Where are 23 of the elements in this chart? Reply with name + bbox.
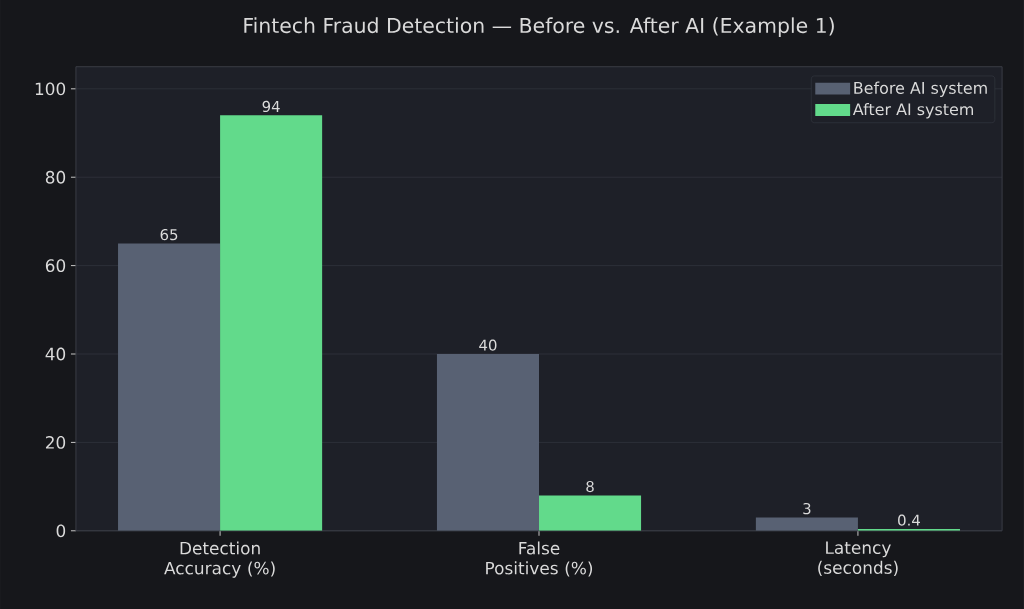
- legend-label: Before AI system: [854, 81, 987, 97]
- y-tick-label: 100: [35, 82, 66, 95]
- bar: [539, 495, 642, 531]
- data-label: 40: [479, 339, 497, 351]
- data-label: 8: [586, 480, 594, 492]
- chart-title: Fintech Fraud Detection — Before vs. After AI (Example 1): [244, 17, 834, 37]
- bar: [755, 517, 858, 531]
- data-label: 65: [160, 228, 178, 241]
- legend-label: After AI system: [852, 102, 973, 119]
- x-tick-label: Detection Accuracy (%): [164, 541, 275, 578]
- y-tick-label: 20: [45, 435, 66, 449]
- y-tick-label: 40: [45, 347, 66, 361]
- data-label: 94: [262, 100, 280, 112]
- bar: [118, 243, 221, 531]
- bar: [220, 115, 323, 531]
- y-tick-label: 0: [56, 524, 66, 537]
- data-label: 3: [803, 502, 811, 515]
- data-label: 0.4: [898, 514, 920, 526]
- y-tick-label: 80: [45, 170, 66, 184]
- x-tick-label: Latency (seconds): [818, 541, 898, 576]
- y-tick-label: 60: [45, 258, 66, 272]
- bar: [436, 353, 540, 531]
- x-tick-label: False Positives (%): [486, 541, 593, 577]
